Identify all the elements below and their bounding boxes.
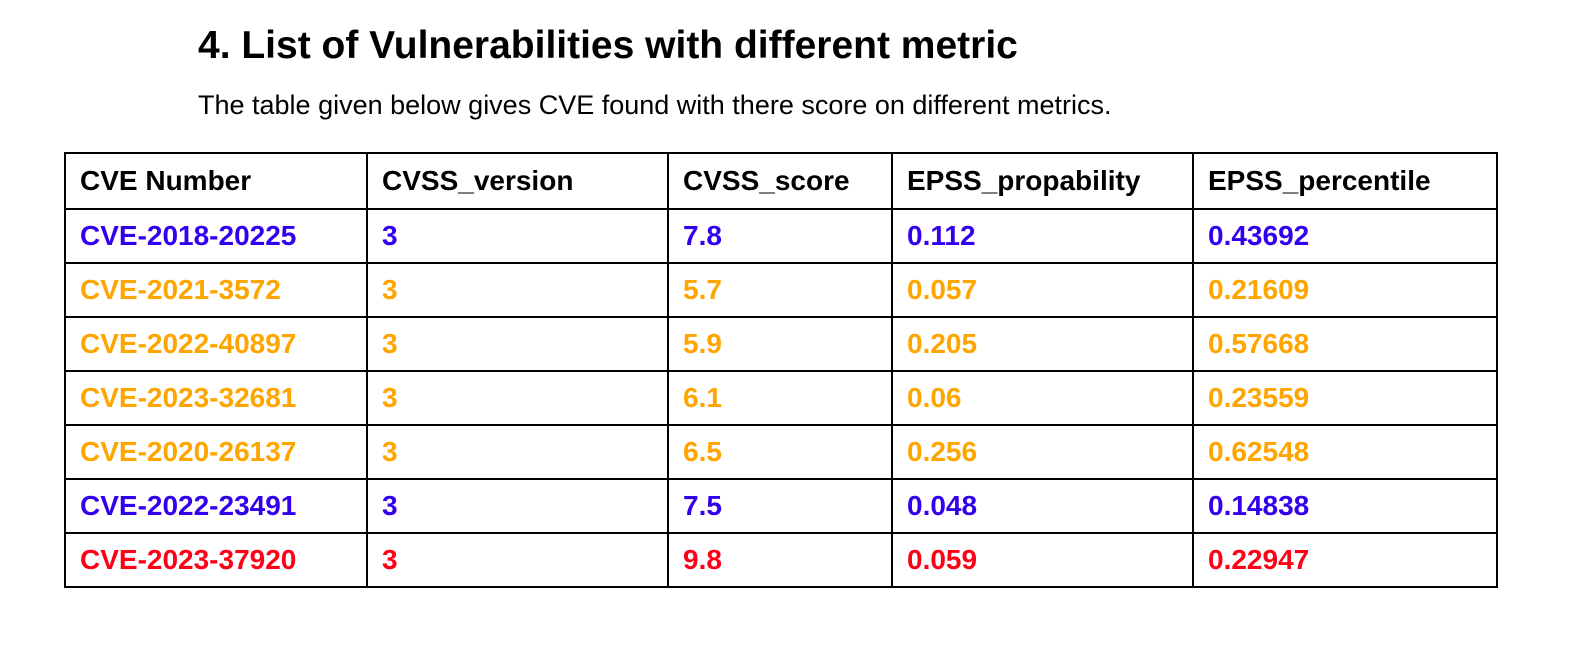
- cvss-score-cell: 6.5: [667, 424, 893, 480]
- table-row: CVE-2022-23491 3 7.5 0.048 0.14838: [64, 478, 1498, 534]
- table-header-row: CVE Number CVSS_version CVSS_score EPSS_…: [64, 152, 1498, 210]
- column-header-cve-number: CVE Number: [64, 152, 368, 210]
- epss-percentile-cell: 0.57668: [1192, 316, 1498, 372]
- epss-probability-cell: 0.256: [891, 424, 1194, 480]
- cvss-version-cell: 3: [366, 316, 669, 372]
- epss-probability-cell: 0.057: [891, 262, 1194, 318]
- table-row: CVE-2023-32681 3 6.1 0.06 0.23559: [64, 370, 1498, 426]
- cve-number-cell: CVE-2023-37920: [64, 532, 368, 588]
- epss-probability-cell: 0.059: [891, 532, 1194, 588]
- epss-probability-cell: 0.06: [891, 370, 1194, 426]
- cvss-version-cell: 3: [366, 478, 669, 534]
- column-header-cvss-score: CVSS_score: [667, 152, 893, 210]
- epss-probability-cell: 0.112: [891, 208, 1194, 264]
- cvss-score-cell: 5.7: [667, 262, 893, 318]
- epss-percentile-cell: 0.22947: [1192, 532, 1498, 588]
- cve-number-cell: CVE-2022-23491: [64, 478, 368, 534]
- column-header-cvss-version: CVSS_version: [366, 152, 669, 210]
- epss-percentile-cell: 0.23559: [1192, 370, 1498, 426]
- epss-percentile-cell: 0.14838: [1192, 478, 1498, 534]
- table-row: CVE-2023-37920 3 9.8 0.059 0.22947: [64, 532, 1498, 588]
- epss-probability-cell: 0.048: [891, 478, 1194, 534]
- cvss-version-cell: 3: [366, 424, 669, 480]
- epss-percentile-cell: 0.62548: [1192, 424, 1498, 480]
- column-header-epss-percentile: EPSS_percentile: [1192, 152, 1498, 210]
- section-heading: 4. List of Vulnerabilities with differen…: [198, 24, 1018, 67]
- epss-percentile-cell: 0.21609: [1192, 262, 1498, 318]
- cve-number-cell: CVE-2020-26137: [64, 424, 368, 480]
- cve-number-cell: CVE-2023-32681: [64, 370, 368, 426]
- cve-number-cell: CVE-2018-20225: [64, 208, 368, 264]
- epss-probability-cell: 0.205: [891, 316, 1194, 372]
- cvss-score-cell: 7.5: [667, 478, 893, 534]
- cvss-version-cell: 3: [366, 532, 669, 588]
- table-row: CVE-2018-20225 3 7.8 0.112 0.43692: [64, 208, 1498, 264]
- intro-text: The table given below gives CVE found wi…: [198, 90, 1112, 120]
- column-header-epss-probability: EPSS_propability: [891, 152, 1194, 210]
- cve-number-cell: CVE-2021-3572: [64, 262, 368, 318]
- cvss-version-cell: 3: [366, 370, 669, 426]
- cvss-version-cell: 3: [366, 262, 669, 318]
- cvss-score-cell: 9.8: [667, 532, 893, 588]
- cvss-score-cell: 6.1: [667, 370, 893, 426]
- table-row: CVE-2021-3572 3 5.7 0.057 0.21609: [64, 262, 1498, 318]
- cve-number-cell: CVE-2022-40897: [64, 316, 368, 372]
- cvss-score-cell: 5.9: [667, 316, 893, 372]
- cvss-score-cell: 7.8: [667, 208, 893, 264]
- cvss-version-cell: 3: [366, 208, 669, 264]
- epss-percentile-cell: 0.43692: [1192, 208, 1498, 264]
- vulnerability-table: CVE Number CVSS_version CVSS_score EPSS_…: [64, 152, 1498, 588]
- table-row: CVE-2022-40897 3 5.9 0.205 0.57668: [64, 316, 1498, 372]
- table-row: CVE-2020-26137 3 6.5 0.256 0.62548: [64, 424, 1498, 480]
